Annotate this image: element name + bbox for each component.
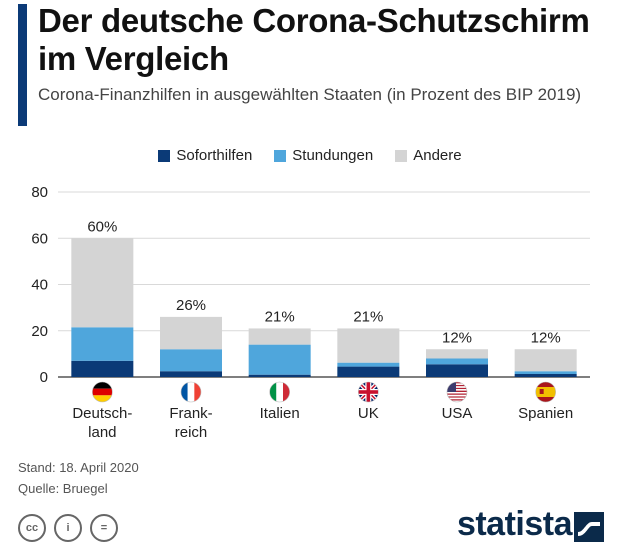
total-label: 60%: [87, 218, 117, 235]
flag-outline: [269, 381, 290, 403]
bar-andere: [71, 238, 134, 328]
bar-stundungen: [337, 362, 400, 367]
stacked-bar-chart: 0 20 40 60 80 60% Deutsch-land 26% Frank-reich 21…: [31, 184, 590, 441]
bar-soforthilfen: [514, 373, 577, 377]
legend-swatch-soforthilfen: [158, 149, 171, 162]
legend-item-soforthilfen: Soforthilfen: [158, 147, 252, 164]
y-tick-label: 40: [31, 277, 48, 294]
accent-bar: [18, 4, 27, 126]
total-label: 12%: [442, 329, 472, 346]
legend-item-stundungen: Stundungen: [274, 147, 373, 164]
bar-soforthilfen: [71, 360, 134, 377]
total-label: 26%: [176, 297, 206, 314]
x-tick-label: Deutsch-land: [72, 405, 132, 441]
legend-item-andere: Andere: [395, 147, 462, 164]
total-label: 21%: [265, 308, 295, 325]
cc-icon: cc: [18, 514, 46, 542]
bar-soforthilfen: [426, 364, 488, 377]
x-tick-label: Spanien: [518, 405, 573, 422]
statista-mark-icon: [574, 512, 604, 542]
legend: Soforthilfen Stundungen Andere: [0, 147, 620, 164]
uk-flag: [358, 382, 379, 402]
bar-andere: [426, 349, 488, 359]
source: Quelle: Bruegel: [18, 481, 108, 496]
y-tick-label: 80: [31, 184, 48, 201]
legend-swatch-stundungen: [274, 149, 287, 162]
germany-flag: [92, 382, 113, 402]
bar-andere: [248, 328, 311, 345]
usa-flag: [447, 382, 467, 402]
france-flag: [181, 382, 201, 402]
chart-subtitle: Corona-Finanzhilfen in ausgewählten Staa…: [38, 85, 582, 104]
legend-label-soforthilfen: Soforthilfen: [176, 147, 253, 164]
legend-label-stundungen: Stundungen: [292, 147, 374, 164]
flag-outline: [446, 381, 468, 403]
bar-stundungen: [248, 344, 311, 375]
flag-outline: [92, 381, 113, 403]
italy-flag: [269, 382, 290, 402]
total-label: 21%: [353, 308, 383, 325]
x-tick-label: Italien: [260, 405, 300, 422]
total-label: 12%: [531, 329, 561, 346]
statista-logo: statista: [456, 505, 573, 543]
bar-andere: [514, 349, 577, 372]
bar-soforthilfen: [248, 374, 311, 377]
bar-soforthilfen: [160, 371, 222, 377]
x-tick-label: USA: [442, 405, 473, 422]
bar-soforthilfen: [337, 366, 400, 377]
y-tick-label: 60: [31, 230, 48, 247]
spain-flag: [535, 382, 556, 402]
bar-stundungen: [426, 358, 488, 365]
nd-icon: =: [90, 514, 118, 542]
legend-label-andere: Andere: [413, 147, 462, 164]
x-tick-label: UK: [358, 405, 379, 422]
flag-outline: [358, 381, 379, 403]
by-icon: i: [54, 514, 82, 542]
chart-title: Der deutsche Corona-Schutzschirm im Verg…: [38, 2, 590, 77]
license-icons: cc i =: [18, 514, 118, 542]
bar-andere: [337, 328, 400, 363]
bar-stundungen: [160, 349, 222, 372]
flag-outline: [535, 381, 556, 403]
x-tick-label: Frank-reich: [169, 405, 212, 441]
y-tick-label: 0: [40, 369, 48, 386]
flag-outline: [180, 381, 202, 403]
bar-stundungen: [514, 371, 577, 374]
bar-andere: [160, 316, 222, 350]
legend-swatch-andere: [395, 149, 408, 162]
y-tick-label: 20: [31, 323, 48, 340]
stand-date: Stand: 18. April 2020: [18, 460, 139, 475]
bar-stundungen: [71, 327, 134, 361]
